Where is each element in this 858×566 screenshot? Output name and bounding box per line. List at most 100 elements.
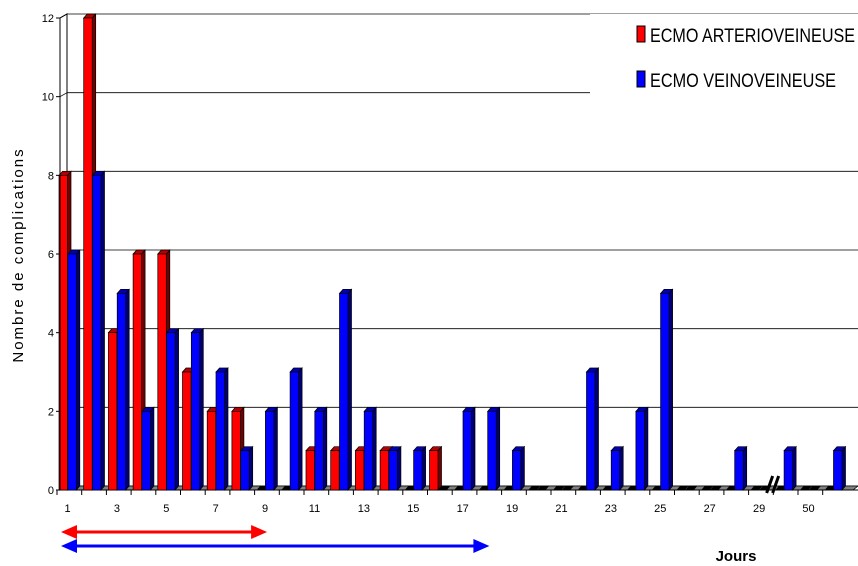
- bar-veinoveineuse-51-front: [833, 450, 843, 491]
- x-tick-label: 27: [704, 503, 716, 515]
- bar-veinoveineuse-30-side: [792, 445, 797, 491]
- bar-arterioveineuse-3-front: [108, 332, 118, 491]
- bar-arterioveineuse-16-front: [429, 450, 439, 491]
- bar-veinoveineuse-8: [239, 445, 254, 491]
- x-tick-label: 50: [802, 503, 814, 515]
- bar-veinoveineuse-50: [808, 486, 821, 490]
- bar-veinoveineuse-22: [585, 367, 600, 491]
- bar-veinoveineuse-17-front: [462, 410, 472, 491]
- bar-arterioveineuse-6-front: [182, 371, 192, 491]
- bar-arterioveineuse-2-front: [83, 17, 93, 491]
- bar-veinoveineuse-14-front: [388, 450, 398, 491]
- bar-arterioveineuse-4-front: [132, 253, 142, 491]
- bar-arterioveineuse-26: [676, 486, 689, 490]
- bar-veinoveineuse-3: [116, 288, 130, 491]
- bar-arterioveineuse-27: [701, 486, 714, 490]
- bar-veinoveineuse-20-zero: [537, 486, 550, 490]
- bar-veinoveineuse-21: [561, 486, 574, 490]
- legend-label-veinoveineuse: ECMO VEINOVEINEUSE: [650, 71, 836, 92]
- bar-veinoveineuse-18-front: [487, 410, 497, 491]
- bar-veinoveineuse-24-front: [635, 410, 645, 491]
- bar-veinoveineuse-25-side: [668, 288, 673, 491]
- bar-arterioveineuse-7-front: [206, 410, 217, 491]
- bar-veinoveineuse-11-front: [314, 410, 324, 491]
- y-tick-label: 6: [48, 249, 54, 261]
- bar-arterioveineuse-26-zero: [676, 486, 689, 490]
- bar-veinoveineuse-27: [710, 486, 722, 490]
- duration-arrows: [61, 525, 490, 553]
- x-tick-label: 11: [309, 503, 320, 515]
- bar-arterioveineuse-20-zero: [528, 486, 541, 490]
- y-tick-label: 12: [42, 13, 54, 25]
- bar-veinoveineuse-22-side: [594, 367, 599, 491]
- x-tick-label: 5: [163, 503, 169, 515]
- legend-swatch-veinoveineuse: [636, 70, 646, 88]
- bar-veinoveineuse-23-side: [619, 445, 624, 491]
- bar-veinoveineuse-26-zero: [685, 486, 698, 490]
- bar-veinoveineuse-13-front: [363, 410, 374, 491]
- duration-arrow-arterioveineuse: [61, 525, 268, 539]
- bar-veinoveineuse-18: [486, 406, 501, 491]
- bar-veinoveineuse-51-side: [841, 445, 846, 491]
- bar-veinoveineuse-15-front: [413, 450, 423, 491]
- bar-veinoveineuse-3-front: [116, 292, 127, 491]
- bar-veinoveineuse-25: [659, 288, 674, 491]
- bar-veinoveineuse-24: [635, 406, 649, 491]
- x-tick-label: 19: [506, 503, 518, 515]
- bar-veinoveineuse-11: [314, 406, 328, 491]
- bar-veinoveineuse-1-front: [67, 253, 77, 491]
- bar-veinoveineuse-10-side: [298, 367, 303, 491]
- bar-arterioveineuse-20: [528, 486, 541, 490]
- x-axis-ticks: 1 3 5 7 9 11 13 15 17 19 21 23 25 27 29 50: [56, 490, 824, 515]
- bar-veinoveineuse-51: [832, 445, 847, 491]
- y-tick-label: 4: [48, 328, 54, 340]
- bar-veinoveineuse-28: [733, 445, 748, 491]
- bar-veinoveineuse-27-zero: [710, 486, 722, 490]
- bar-veinoveineuse-9-front: [265, 410, 275, 491]
- bar-veinoveineuse-26: [685, 486, 698, 490]
- y-tick-label: 2: [48, 406, 54, 418]
- bar-veinoveineuse-3-side: [125, 288, 130, 491]
- bar-arterioveineuse-16: [428, 445, 443, 491]
- bar-veinoveineuse-9-side: [273, 406, 278, 491]
- bar-veinoveineuse-25-front: [660, 292, 670, 491]
- bar-veinoveineuse-23: [610, 445, 624, 491]
- y-axis-ticks: 0 2 4 6 8 10 12: [42, 13, 61, 497]
- gridline-diagonal: [59, 13, 68, 19]
- bar-veinoveineuse-1-side: [75, 249, 81, 491]
- bar-arterioveineuse-16-side: [437, 445, 442, 491]
- bar-veinoveineuse-14-side: [397, 445, 402, 491]
- bar-arterioveineuse-50: [800, 486, 812, 490]
- bar-veinoveineuse-4-front: [141, 410, 151, 491]
- bar-veinoveineuse-4-side: [150, 406, 155, 491]
- legend-item-arterioveineuse: ECMO ARTERIOVEINEUSE: [636, 25, 855, 47]
- axis-break-slash: [771, 475, 781, 494]
- x-tick-label: 21: [555, 503, 567, 515]
- bar-veinoveineuse-6: [190, 327, 205, 491]
- bar-arterioveineuse-21-zero: [553, 486, 565, 490]
- bar-veinoveineuse-15-side: [421, 445, 426, 491]
- bar-veinoveineuse-16: [438, 486, 451, 490]
- bar-veinoveineuse-19: [511, 445, 526, 491]
- bar-veinoveineuse-9: [264, 406, 279, 491]
- x-tick-label: 9: [262, 503, 268, 515]
- bar-arterioveineuse-12-front: [330, 450, 340, 491]
- bar-veinoveineuse-17-side: [471, 406, 476, 491]
- bar-veinoveineuse-30: [783, 445, 797, 491]
- bar-veinoveineuse-30-front: [783, 450, 793, 491]
- bar-veinoveineuse-7-front: [215, 371, 225, 491]
- bar-arterioveineuse-13-front: [355, 450, 365, 491]
- bar-veinoveineuse-18-side: [495, 406, 501, 491]
- bar-veinoveineuse-10: [289, 367, 303, 491]
- bar-veinoveineuse-2: [91, 170, 106, 491]
- x-tick-label: 17: [457, 503, 469, 515]
- bar-veinoveineuse-2-side: [100, 170, 105, 491]
- bar-veinoveineuse-10-front: [289, 371, 299, 491]
- bar-arterioveineuse-29-zero: [750, 486, 763, 490]
- y-tick-label: 10: [42, 92, 54, 104]
- bar-arterioveineuse-11-front: [305, 450, 315, 491]
- bar-veinoveineuse-14: [388, 445, 402, 491]
- bar-arterioveineuse-29: [750, 486, 763, 490]
- bar-veinoveineuse-5-side: [174, 327, 179, 491]
